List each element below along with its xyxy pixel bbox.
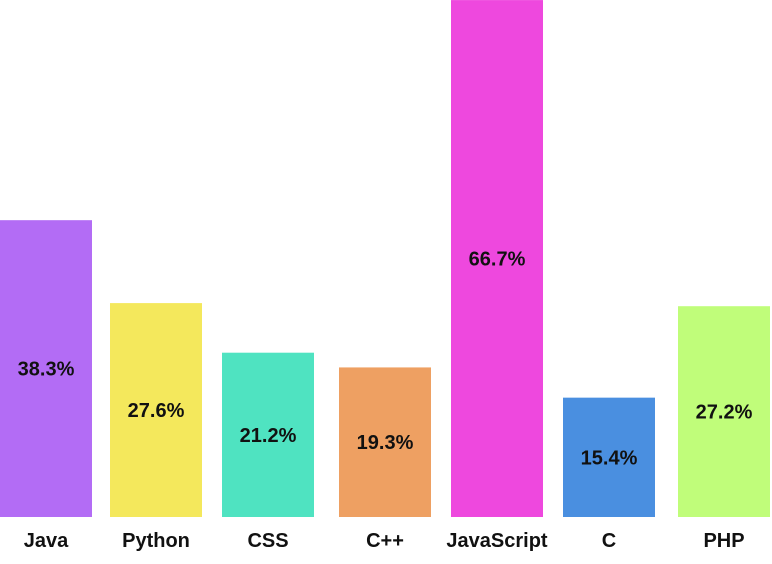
bar-css	[222, 352, 314, 517]
category-label-php: PHP	[703, 530, 744, 552]
category-label-cplusplus: C++	[366, 530, 404, 552]
bar-java	[0, 220, 92, 518]
value-label-css: 21.2%	[240, 425, 297, 447]
category-labels-group: Java Python CSS C++ JavaScript C PHP	[24, 530, 745, 552]
bar-javascript	[451, 0, 543, 517]
bar-python	[110, 303, 202, 517]
value-label-php: 27.2%	[696, 402, 753, 424]
bar-cplusplus	[339, 367, 431, 517]
category-label-javascript: JavaScript	[446, 530, 548, 552]
category-label-c: C	[602, 530, 616, 552]
value-label-c: 15.4%	[581, 447, 638, 469]
value-label-java: 38.3%	[18, 359, 75, 381]
bar-php	[678, 306, 770, 517]
category-label-java: Java	[24, 530, 69, 552]
category-label-python: Python	[122, 530, 190, 552]
value-label-javascript: 66.7%	[469, 249, 526, 271]
value-label-python: 27.6%	[128, 400, 185, 422]
value-label-cplusplus: 19.3%	[357, 432, 414, 454]
category-label-css: CSS	[247, 530, 288, 552]
value-labels-group: 38.3% 27.6% 21.2% 19.3% 66.7% 15.4% 27.2%	[18, 249, 753, 470]
bars-group	[0, 0, 770, 518]
bar-c	[563, 397, 655, 517]
